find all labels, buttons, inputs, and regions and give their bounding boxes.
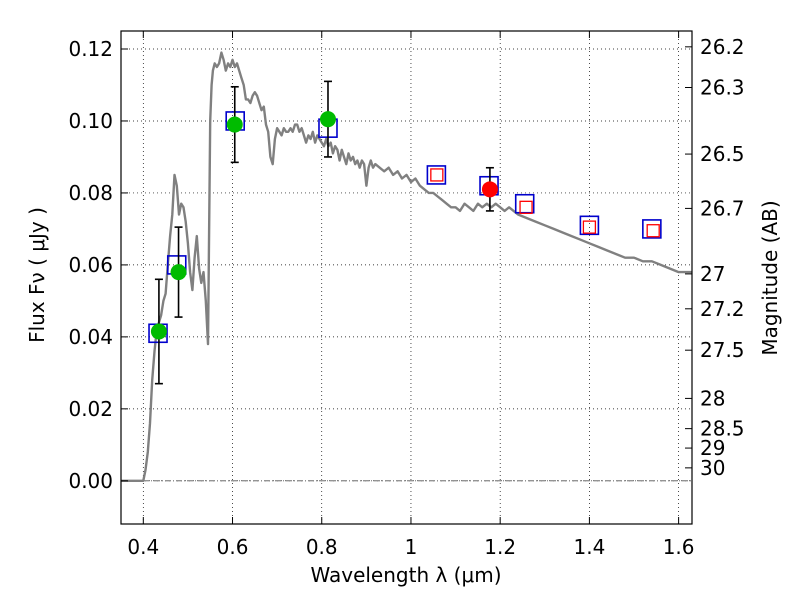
right-tick-label: 27.2 <box>700 297 745 321</box>
observed-green-point <box>226 116 243 133</box>
y-tick-label: 0.12 <box>68 37 113 61</box>
x-tick-label: 0.4 <box>127 535 159 559</box>
model-box-marker <box>579 215 600 236</box>
x-tick-label: 0.8 <box>306 535 338 559</box>
y-axis-ticks: 0.00 0.02 0.04 0.06 0.08 0.10 0.12 <box>68 37 128 493</box>
x-tick-label: 1.4 <box>573 535 605 559</box>
y-tick-label: 0.04 <box>68 325 113 349</box>
x-tick-label: 1 <box>405 535 418 559</box>
y-tick-label: 0.08 <box>68 181 113 205</box>
observed-green-point <box>150 323 167 340</box>
right-tick-label: 29 <box>700 436 725 460</box>
x-tick-label: 0.6 <box>217 535 249 559</box>
upper-limit-square <box>519 200 533 214</box>
x-axis-ticks: 0.4 0.6 0.8 1 1.2 1.4 1.6 <box>127 31 695 559</box>
y-tick-label: 0.00 <box>68 469 113 493</box>
upper-limit-square <box>582 220 597 234</box>
observed-points <box>150 111 498 340</box>
right-tick-label: 26.2 <box>700 35 745 59</box>
upper-limit-squares <box>430 168 660 238</box>
observed-green-point <box>170 264 187 281</box>
y-tick-label: 0.02 <box>68 397 113 421</box>
right-tick-label: 30 <box>700 456 725 480</box>
y-tick-label: 0.06 <box>68 253 113 277</box>
observed-green-point <box>319 111 336 128</box>
y-tick-label: 0.10 <box>68 109 113 133</box>
right-tick-label: 26.7 <box>700 196 745 220</box>
right-tick-label: 27.5 <box>700 338 745 362</box>
upper-limit-square <box>646 224 660 238</box>
x-axis-label: Wavelength λ (μm) <box>310 563 501 587</box>
right-axis-label: Magnitude (AB) <box>758 200 782 355</box>
plot-frame <box>120 30 693 525</box>
observed-red-point <box>481 181 498 198</box>
model-box-marker <box>426 165 447 185</box>
y-axis-label: Flux Fν ( μJy ) <box>25 207 49 343</box>
right-tick-label: 27 <box>700 262 725 286</box>
x-tick-label: 1.2 <box>484 535 516 559</box>
right-tick-label: 26.3 <box>700 75 745 99</box>
x-tick-label: 1.6 <box>663 535 695 559</box>
right-tick-label: 26.5 <box>700 142 745 166</box>
right-tick-label: 28 <box>700 386 725 410</box>
model-box-marker <box>642 219 662 239</box>
upper-limit-square <box>430 168 444 182</box>
right-tick-label: 28.5 <box>700 417 745 441</box>
